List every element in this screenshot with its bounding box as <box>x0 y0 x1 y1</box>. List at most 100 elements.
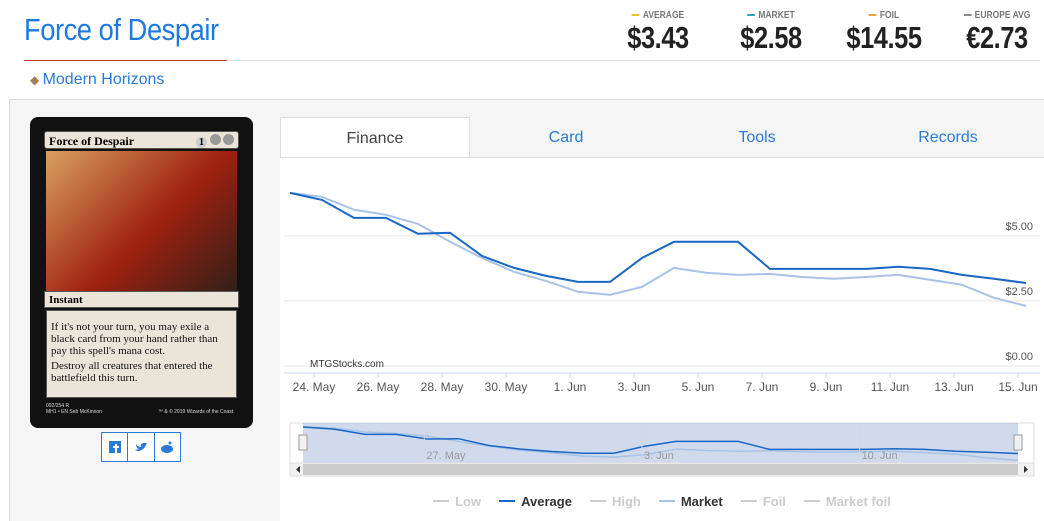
card-art <box>46 151 237 291</box>
navigator-line <box>302 426 1019 462</box>
price-swatch <box>631 14 640 17</box>
price: MARKET $2.58 <box>711 10 831 56</box>
header-rule <box>227 60 1040 61</box>
legend: Low Average High Market Foil Market foil <box>280 492 1044 510</box>
navigator-label: 3. Jun <box>644 450 674 462</box>
scrollbar-thumb <box>303 464 1018 475</box>
text-box: If it's not your turn, you may exile a b… <box>46 310 237 398</box>
y-tick-label: $5.00 <box>1005 221 1033 233</box>
rules-text: If it's not your turn, you may exile a b… <box>51 321 218 357</box>
series-line <box>289 191 1027 284</box>
twitter-button[interactable] <box>128 433 155 461</box>
legend-item[interactable]: Market <box>658 492 723 510</box>
price-label-text: EUROPE AVG <box>974 10 1031 21</box>
tab[interactable]: Tools <box>738 129 776 146</box>
price: AVERAGE $3.43 <box>598 10 718 56</box>
scroll-left <box>296 466 300 473</box>
copyright: ™ & © 2019 Wizards of the Coast <box>158 409 234 415</box>
legend-item[interactable]: Market foil <box>803 492 891 510</box>
price-label: AVERAGE <box>607 10 709 21</box>
series-line <box>289 191 1027 307</box>
price-swatch <box>868 14 877 17</box>
legend-swatch <box>658 500 675 502</box>
legend-item[interactable]: Low <box>433 492 481 510</box>
mana-generic: 1 <box>196 137 207 148</box>
legend-item[interactable]: Foil <box>740 492 786 510</box>
y-tick-label: $2.50 <box>1005 286 1033 298</box>
card-name-bar: Force of Despair 1 <box>44 131 239 149</box>
tab[interactable]: Card <box>548 129 584 146</box>
legend-item[interactable]: High <box>589 492 641 510</box>
navigator-selection <box>303 423 1018 463</box>
legend-item[interactable]: Average <box>499 492 572 510</box>
credit: MTGStocks.com <box>310 359 384 370</box>
x-tick-label: 9. Jun <box>810 380 843 394</box>
rules-text: Destroy all creatures that entered the b… <box>51 360 213 384</box>
reddit-button[interactable] <box>155 433 180 461</box>
card-image: Force of Despair 1 Instant If it's not y… <box>30 117 253 428</box>
x-tick-label: 7. Jun <box>746 380 779 394</box>
tab[interactable]: Finance <box>280 117 470 158</box>
price-swatch <box>963 14 972 17</box>
x-tick-label: 30. May <box>485 380 528 394</box>
legend-swatch <box>589 500 606 502</box>
legend-swatch <box>433 500 450 502</box>
price: EUROPE AVG €2.73 <box>937 10 1044 56</box>
set-line: MH1 • EN <box>46 409 69 415</box>
legend-swatch <box>740 500 757 502</box>
collector: 092/254 R <box>46 403 70 409</box>
x-tick-label: 5. Jun <box>682 380 715 394</box>
legend-label: Market foil <box>825 493 891 509</box>
navigator-label: 27. May <box>426 450 466 462</box>
share-buttons <box>101 432 181 462</box>
y-tick-label: $0.00 <box>1005 351 1033 363</box>
legend-swatch <box>803 500 820 502</box>
x-tick-label: 15. Jun <box>998 380 1037 394</box>
price-label-text: FOIL <box>879 10 900 21</box>
navigator-handle[interactable] <box>1013 434 1023 451</box>
price-value: €2.73 <box>966 20 1028 55</box>
x-tick-label: 1. Jun <box>554 380 587 394</box>
price-value: $2.58 <box>740 20 802 55</box>
mana-b <box>209 134 221 145</box>
type-line: Instant <box>49 294 83 306</box>
navigator-handle[interactable] <box>298 434 308 451</box>
navigator-line <box>302 426 1019 455</box>
price-label-text: MARKET <box>758 10 795 21</box>
x-tick-label: 3. Jun <box>618 380 651 394</box>
mana-b <box>223 134 234 145</box>
legend-label: Foil <box>762 493 786 509</box>
legend-label: Market <box>680 493 723 509</box>
price-label-text: AVERAGE <box>642 10 685 21</box>
legend-label: Low <box>455 493 482 509</box>
type-bar: Instant <box>44 291 239 308</box>
title-underline <box>24 60 227 61</box>
card-name: Force of Despair <box>49 134 135 148</box>
legend-swatch <box>499 500 516 502</box>
price-label: FOIL <box>833 10 935 21</box>
set-name[interactable]: Modern Horizons <box>42 71 165 88</box>
price-label: MARKET <box>720 10 822 21</box>
price-label: EUROPE AVG <box>946 10 1044 21</box>
price-value: $3.43 <box>627 20 689 55</box>
price: FOIL $14.55 <box>824 10 944 56</box>
x-tick-label: 28. May <box>421 380 464 394</box>
price-swatch <box>747 14 755 17</box>
card-footer: 092/254 R MH1 • EN Seb McKinnon <box>46 403 102 415</box>
x-tick-label: 24. May <box>293 380 336 394</box>
x-tick-label: 26. May <box>357 380 400 394</box>
tab-bar: Finance Card Tools Records <box>280 117 1044 158</box>
legend-label: Average <box>521 493 572 509</box>
x-tick-label: 11. Jun <box>871 380 909 394</box>
card-title: Force of Despair <box>24 12 219 47</box>
set-link[interactable]: ◆ Modern Horizons <box>30 71 165 88</box>
artist: Seb McKinnon <box>69 409 102 415</box>
navigator-label: 10. Jun <box>862 450 898 462</box>
tab[interactable]: Records <box>918 129 978 146</box>
legend-label: High <box>611 493 641 509</box>
x-tick-label: 13. Jun <box>934 380 973 394</box>
facebook-button[interactable] <box>102 433 129 461</box>
price-value: $14.55 <box>846 20 922 55</box>
